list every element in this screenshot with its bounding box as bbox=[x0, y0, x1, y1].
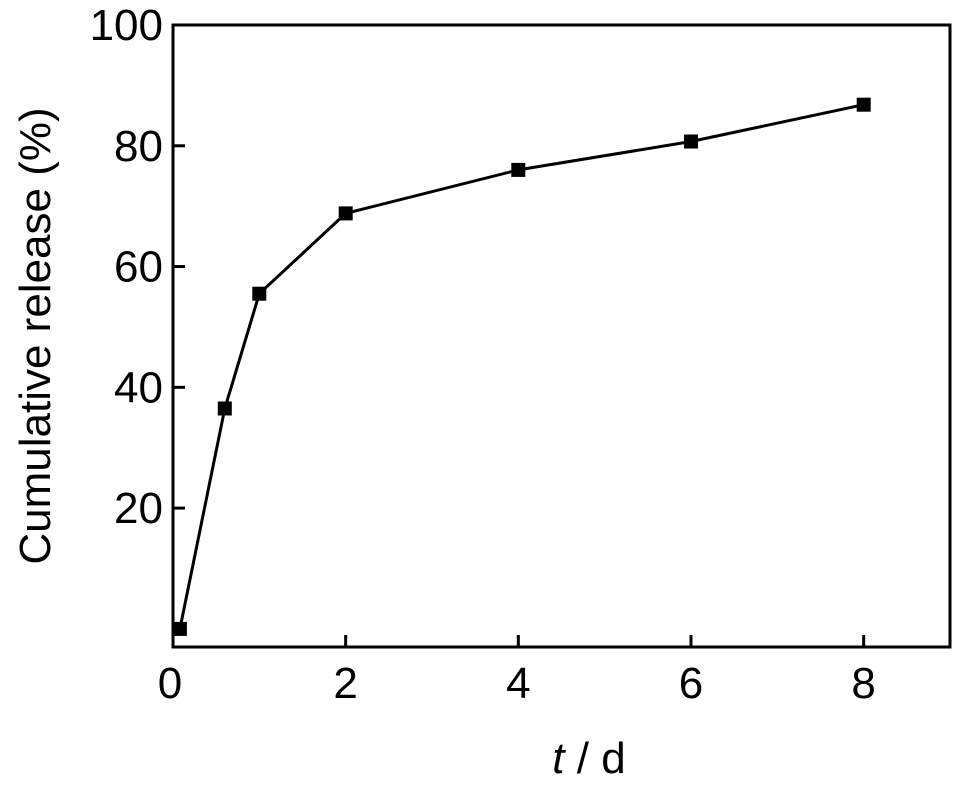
y-tick-label: 20 bbox=[114, 484, 163, 533]
x-tick-label: 2 bbox=[333, 659, 357, 708]
x-tick-label: 8 bbox=[851, 659, 875, 708]
y-tick-label: 40 bbox=[114, 363, 163, 412]
x-axis-title-variable: t bbox=[552, 734, 566, 783]
data-point-marker bbox=[338, 206, 353, 221]
y-tick-label: 100 bbox=[90, 1, 163, 50]
x-axis-title: t / d bbox=[552, 734, 625, 783]
series-markers bbox=[172, 97, 871, 636]
y-tick-label: 60 bbox=[114, 243, 163, 292]
data-point-marker bbox=[684, 134, 698, 149]
y-axis-title: Cumulative release (%) bbox=[11, 107, 60, 564]
y-tick-label: 80 bbox=[114, 122, 163, 171]
x-axis-title-unit: / d bbox=[565, 734, 626, 783]
data-point-marker bbox=[511, 162, 526, 177]
data-point-marker bbox=[217, 401, 232, 416]
plot-frame bbox=[171, 23, 952, 649]
origin-tick-label: 0 bbox=[158, 659, 182, 708]
y-axis-ticks: 20 40 60 80 100 bbox=[90, 1, 185, 533]
x-tick-label: 4 bbox=[506, 659, 530, 708]
x-tick-label: 6 bbox=[679, 659, 703, 708]
data-point-marker bbox=[252, 286, 267, 301]
series-line bbox=[178, 103, 865, 630]
data-point-marker bbox=[172, 621, 187, 636]
x-axis-ticks: 2 4 6 8 bbox=[333, 635, 876, 708]
data-point-marker bbox=[856, 97, 871, 112]
